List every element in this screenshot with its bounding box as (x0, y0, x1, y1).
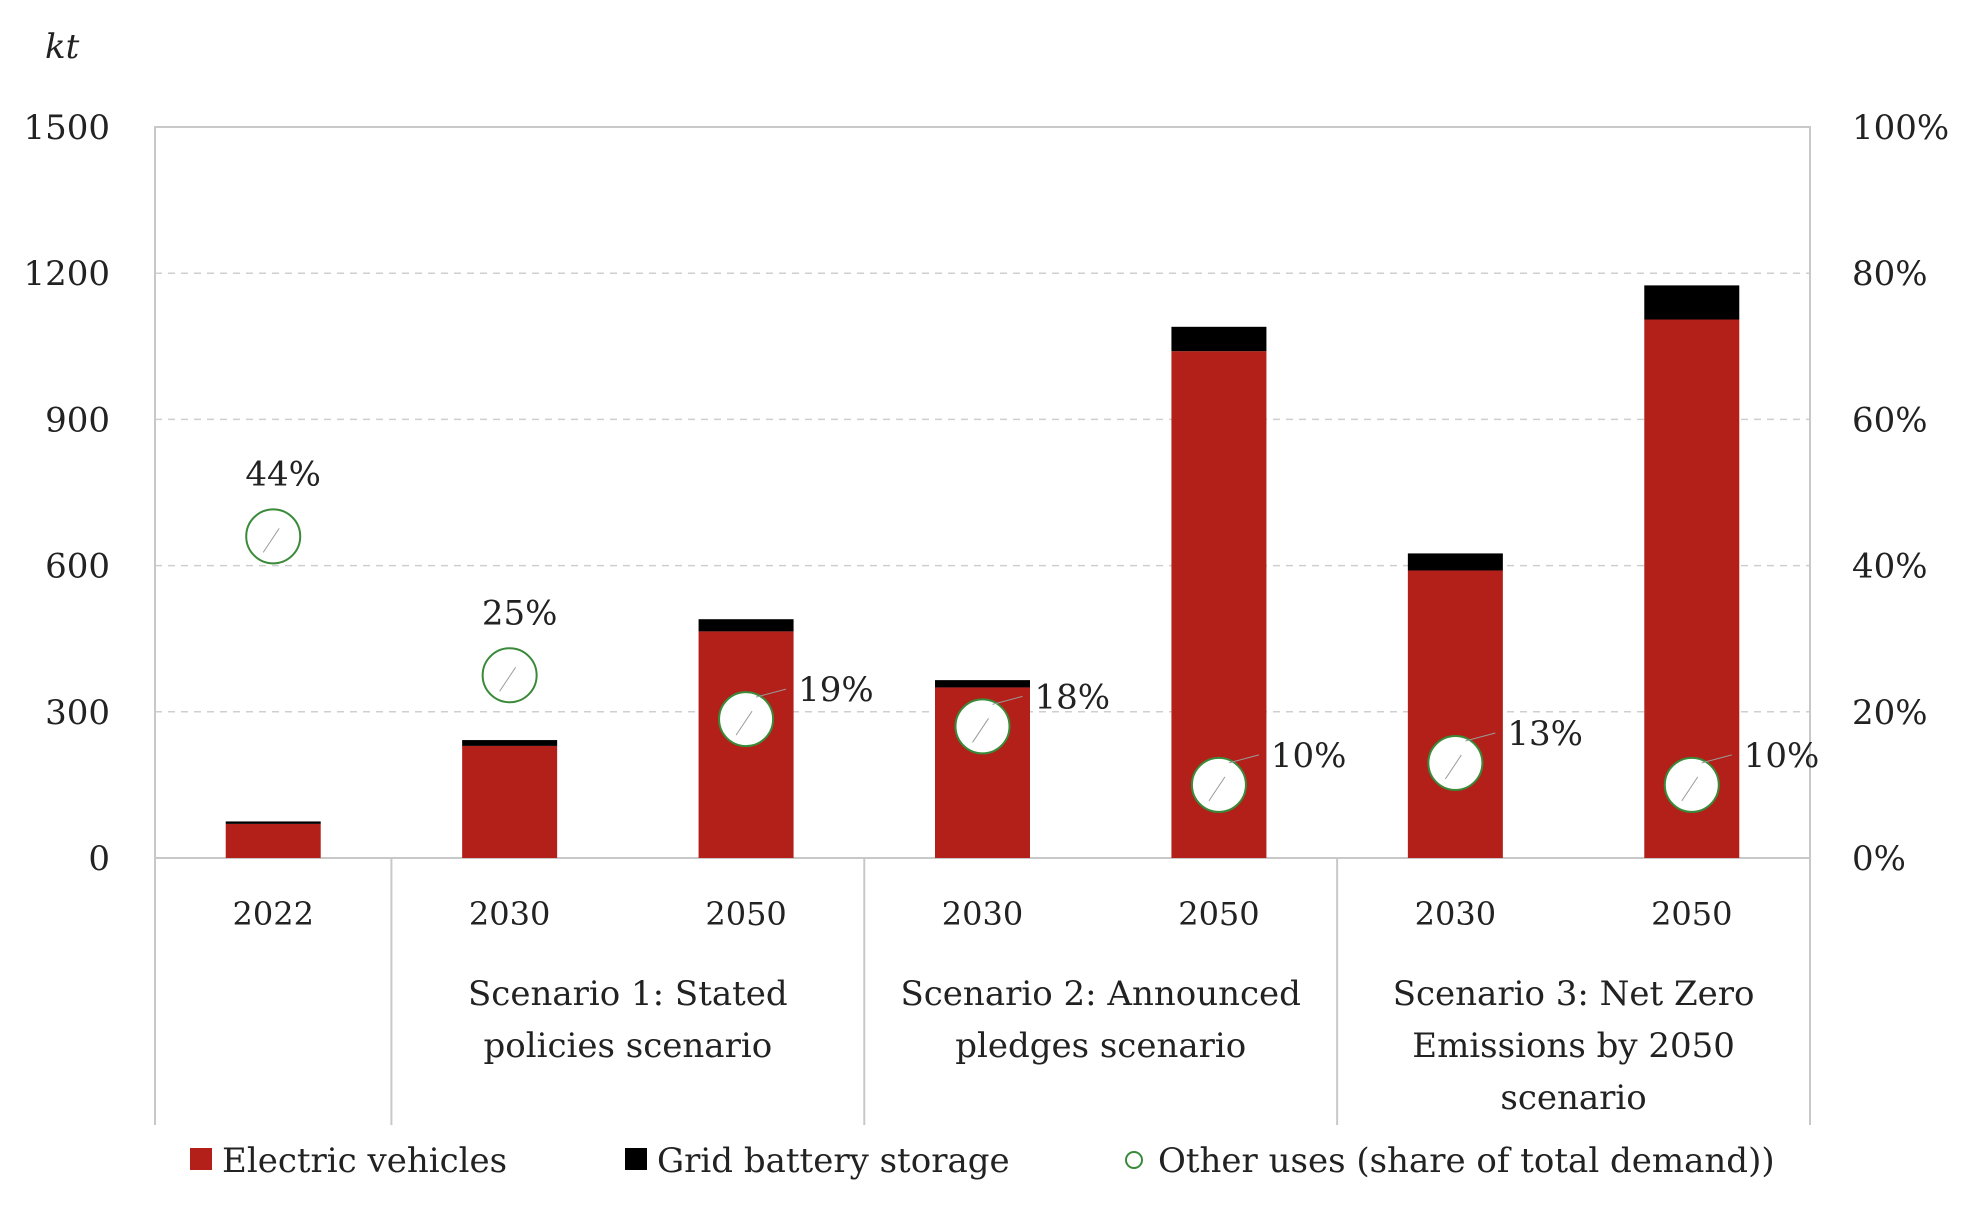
x-tick-label: 2030 (942, 895, 1023, 933)
x-tick-label: 2050 (705, 895, 786, 933)
share-marker-tick (262, 528, 280, 553)
share-label: 13% (1507, 714, 1583, 754)
legend-label-grid-battery-storage: Grid battery storage (657, 1141, 1010, 1181)
share-marker (954, 698, 1011, 755)
group-label: pledges scenario (955, 1026, 1246, 1066)
x-tick-label: 2022 (232, 895, 313, 933)
group-label: Scenario 2: Announced (900, 974, 1300, 1014)
share-marker-tick (499, 666, 517, 692)
share-marker (245, 508, 302, 565)
x-axis: 2022 2030 2050 2030 2050 2030 2050 Scenario 1: … (154, 858, 1811, 1125)
y-tick-label: 600 (45, 547, 110, 587)
legend-label-other-uses: Other uses (share of total demand)) (1158, 1141, 1775, 1181)
y-tick-label: 0 (88, 839, 110, 879)
share-label-leader (1228, 754, 1260, 764)
share-marker-tick (1681, 776, 1699, 802)
share-label: 10% (1744, 736, 1820, 776)
share-label-leader (992, 695, 1023, 705)
share-marker (1427, 734, 1484, 791)
share-label: 18% (1035, 677, 1111, 717)
share-label-leader (1701, 754, 1732, 764)
legend-swatch-electric-vehicles (190, 1148, 212, 1170)
x-tick-label: 2030 (1415, 895, 1496, 933)
bar-electric-vehicles (1407, 570, 1503, 858)
x-tick-label: 2030 (469, 895, 550, 933)
share-marker-tick (972, 718, 989, 743)
bar-grid-battery-storage (225, 821, 321, 824)
y-axis-unit-label: kt (45, 27, 80, 67)
y-tick-label: 900 (45, 400, 110, 440)
bar-grid-battery-storage (1644, 285, 1740, 320)
y2-tick-label: 100% (1852, 108, 1949, 148)
share-marker-tick (1444, 754, 1462, 780)
y2-tick-label: 0% (1852, 839, 1906, 879)
bar-electric-vehicles (225, 823, 321, 858)
y2-tick-label: 40% (1852, 547, 1928, 587)
legend-marker-other-uses (1125, 1151, 1143, 1169)
share-label: 25% (482, 593, 558, 633)
legend-swatch-grid-battery-storage (625, 1148, 647, 1170)
x-tick-label: 2050 (1651, 895, 1732, 933)
bar-grid-battery-storage (935, 680, 1030, 688)
legend-label-electric-vehicles: Electric vehicles (222, 1141, 507, 1181)
bars (225, 285, 1740, 858)
gridlines (155, 272, 1810, 713)
share-marker-tick (1208, 776, 1226, 802)
x-tick-label: 2050 (1178, 895, 1259, 933)
share-markers: 44% 25% 19% 18% 10% 13% 10% (245, 454, 1820, 813)
share-marker (1190, 756, 1247, 813)
bar-electric-vehicles (462, 745, 558, 858)
share-label: 19% (798, 670, 874, 710)
y2-tick-label: 60% (1852, 400, 1928, 440)
legend: Electric vehicles Grid battery storage Oth… (190, 1141, 1775, 1181)
share-label: 44% (245, 454, 321, 494)
bar-grid-battery-storage (462, 740, 558, 746)
share-marker (481, 647, 538, 704)
y-axis-right: 0% 20% 40% 60% 80% 100% (1852, 108, 1949, 879)
group-label: scenario (1500, 1078, 1646, 1118)
y-tick-label: 1500 (23, 108, 110, 148)
bar-grid-battery-storage (1171, 326, 1267, 352)
share-marker-tick (735, 710, 753, 736)
share-label: 10% (1271, 736, 1347, 776)
group-label: Emissions by 2050 (1412, 1026, 1735, 1066)
share-label-leader (755, 688, 787, 698)
group-label: Scenario 1: Stated (468, 974, 788, 1014)
y-tick-label: 1200 (23, 254, 110, 294)
group-label: policies scenario (484, 1026, 773, 1066)
y2-tick-label: 80% (1852, 254, 1928, 294)
y-axis-left: 0 300 600 900 1200 1500 (23, 108, 110, 879)
share-label-leader (1465, 732, 1496, 742)
group-label: Scenario 3: Net Zero (1393, 974, 1755, 1014)
y2-tick-label: 20% (1852, 693, 1928, 733)
share-marker (1663, 756, 1720, 813)
share-marker (718, 691, 775, 748)
y-tick-label: 300 (45, 693, 110, 733)
bar-grid-battery-storage (1407, 553, 1503, 571)
bar-grid-battery-storage (698, 619, 794, 632)
